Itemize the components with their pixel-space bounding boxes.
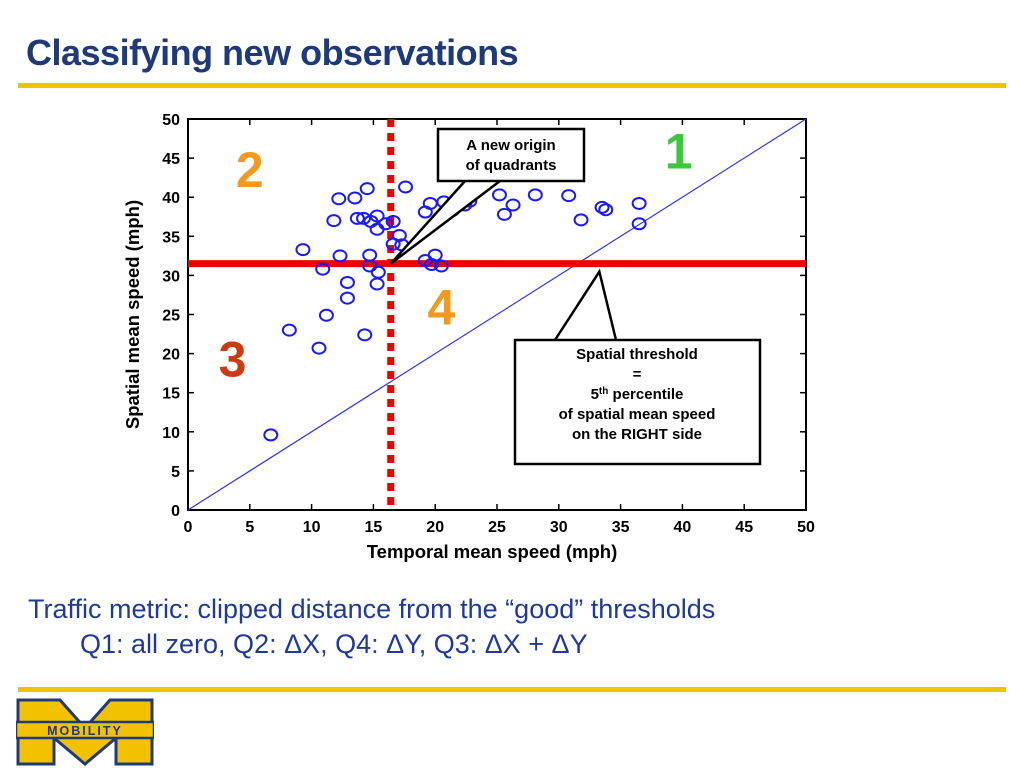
quadrant-label-1: 1: [665, 123, 693, 179]
annotation-threshold-line3: 5th percentile: [591, 386, 684, 404]
x-tick-label: 40: [674, 519, 692, 536]
data-point: [295, 243, 311, 257]
data-point: [370, 265, 386, 279]
y-tick-label: 35: [162, 229, 180, 246]
data-point: [398, 180, 414, 194]
x-tick-label: 25: [488, 519, 506, 536]
data-point: [347, 191, 363, 205]
data-point: [357, 328, 373, 342]
annotation-new-origin-line1: A new origin: [466, 137, 555, 154]
logo-band: [16, 720, 154, 740]
caption: Traffic metric: clipped distance from th…: [28, 594, 988, 660]
y-tick-label: 0: [171, 503, 180, 520]
data-point: [385, 214, 401, 228]
data-point: [561, 189, 577, 203]
data-point: [339, 291, 355, 305]
x-tick-label: 30: [550, 519, 568, 536]
caption-line-1: Traffic metric: clipped distance from th…: [28, 594, 716, 624]
data-point: [594, 200, 610, 214]
quadrant-label-2: 2: [236, 142, 264, 198]
annotation-spatial-threshold-box: [513, 338, 762, 466]
data-point: [573, 213, 589, 227]
annotation-spatial-threshold: Spatial threshold = 5th percentile of sp…: [513, 268, 762, 466]
y-tick-label: 20: [162, 347, 180, 364]
mobility-logo: MOBILITY: [16, 698, 154, 766]
data-point: [318, 308, 334, 322]
data-point: [491, 188, 507, 202]
title-divider: [18, 83, 1006, 88]
data-point: [326, 214, 342, 228]
x-tick-label: 45: [735, 519, 753, 536]
data-point: [315, 262, 331, 276]
data-point: [496, 207, 512, 221]
annotation-new-origin-box: [436, 127, 586, 183]
data-point: [331, 192, 347, 206]
diagonal-line: [187, 118, 807, 511]
annotation-threshold-line4: of spatial mean speed: [559, 406, 716, 423]
data-point: [311, 341, 327, 355]
x-tick-label: 50: [797, 519, 815, 536]
data-point: [349, 211, 365, 225]
footer-divider: [18, 687, 1006, 692]
quadrant-label-3: 3: [219, 331, 247, 387]
data-point: [391, 229, 407, 243]
data-point: [281, 323, 297, 337]
slide-title: Classifying new observations: [26, 32, 519, 73]
data-point: [505, 198, 521, 212]
caption-line-2: Q1: all zero, Q2: ΔX, Q4: ΔY, Q3: ΔX + Δ…: [80, 629, 588, 659]
annotation-threshold-line1: Spatial threshold: [576, 346, 698, 363]
y-tick-label: 50: [162, 112, 180, 129]
annotation-threshold-line2: =: [633, 366, 642, 383]
data-point: [631, 217, 647, 231]
x-tick-label: 10: [303, 519, 321, 536]
y-tick-label: 25: [162, 308, 180, 325]
x-axis-label: Temporal mean speed (mph): [367, 541, 617, 562]
y-axis-label: Spatial mean speed (mph): [122, 200, 143, 429]
y-tick-label: 15: [162, 386, 180, 403]
annotation-new-origin-line2: of quadrants: [466, 157, 557, 174]
y-tick-label: 10: [162, 425, 180, 442]
x-tick-label: 0: [184, 519, 193, 536]
data-point: [369, 209, 385, 223]
data-point: [356, 211, 372, 225]
data-point: [427, 248, 443, 262]
data-point: [359, 182, 375, 196]
x-tick-label: 20: [426, 519, 444, 536]
x-tick-label: 35: [612, 519, 630, 536]
y-tick-label: 45: [162, 151, 180, 168]
annotation-new-origin: A new origin of quadrants: [389, 127, 586, 265]
y-tick-label: 40: [162, 190, 180, 207]
data-point: [598, 203, 614, 217]
data-point: [378, 217, 394, 231]
data-point: [631, 196, 647, 210]
annotation-threshold-line5: on the RIGHT side: [572, 426, 702, 443]
data-point: [339, 275, 355, 289]
y-tick-label: 5: [171, 464, 180, 481]
y-tick-label: 30: [162, 268, 180, 285]
logo-wordmark: MOBILITY: [47, 724, 123, 738]
data-point: [263, 428, 279, 442]
x-tick-label: 5: [245, 519, 254, 536]
quadrant-label-4: 4: [427, 280, 455, 336]
data-point: [362, 259, 378, 273]
data-point: [433, 259, 449, 273]
x-tick-label: 15: [365, 519, 383, 536]
data-point: [527, 188, 543, 202]
data-point: [332, 249, 348, 263]
